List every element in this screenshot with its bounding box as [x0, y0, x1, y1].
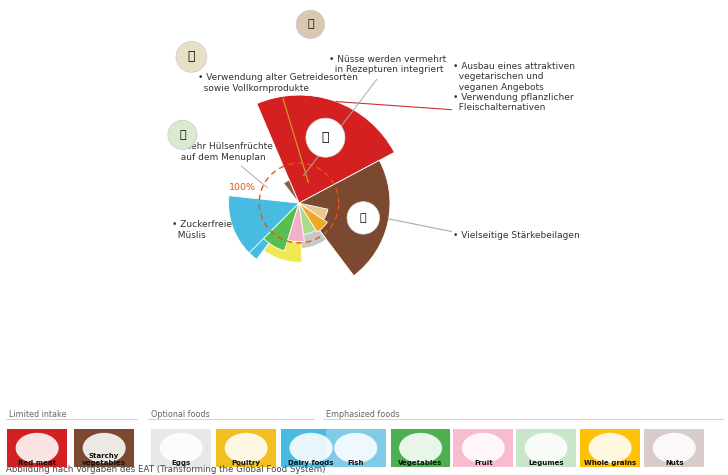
Wedge shape	[229, 203, 299, 259]
Wedge shape	[284, 180, 299, 203]
Ellipse shape	[334, 433, 377, 463]
Text: • Zuckerfreie
  Müslis: • Zuckerfreie Müslis	[173, 220, 232, 239]
Circle shape	[306, 118, 345, 157]
Text: Vegetables: Vegetables	[398, 459, 443, 466]
Text: Emphasized foods: Emphasized foods	[326, 410, 399, 419]
FancyBboxPatch shape	[580, 428, 640, 467]
FancyBboxPatch shape	[644, 428, 704, 467]
Ellipse shape	[159, 433, 203, 463]
Wedge shape	[299, 203, 326, 248]
Text: Legumes: Legumes	[529, 459, 563, 466]
Circle shape	[168, 120, 197, 150]
Ellipse shape	[15, 433, 59, 463]
Text: 🫘: 🫘	[179, 130, 186, 140]
Text: Poultry: Poultry	[232, 459, 261, 466]
Ellipse shape	[524, 433, 568, 463]
Wedge shape	[229, 196, 299, 253]
FancyBboxPatch shape	[216, 428, 276, 467]
Ellipse shape	[653, 433, 696, 463]
FancyBboxPatch shape	[74, 428, 134, 467]
FancyBboxPatch shape	[281, 428, 341, 467]
Wedge shape	[299, 203, 316, 235]
Text: Starchy
vegetables: Starchy vegetables	[82, 453, 126, 466]
Wedge shape	[264, 203, 299, 251]
Text: Whole grains: Whole grains	[584, 459, 636, 466]
Text: • Verwendung alter Getreidesorten
  sowie Vollkornprodukte: • Verwendung alter Getreidesorten sowie …	[198, 73, 358, 183]
Text: • Ausbau eines attraktiven
  vegetarischen und
  veganen Angebots
• Verwendung p: • Ausbau eines attraktiven vegetarischen…	[454, 62, 575, 112]
FancyBboxPatch shape	[151, 428, 211, 467]
Ellipse shape	[589, 433, 632, 463]
Wedge shape	[299, 203, 328, 232]
Ellipse shape	[290, 433, 333, 463]
Text: Eggs: Eggs	[172, 459, 191, 466]
Text: Optional foods: Optional foods	[151, 410, 210, 419]
Ellipse shape	[225, 433, 268, 463]
Ellipse shape	[83, 433, 126, 463]
Text: 🌾: 🌾	[188, 50, 195, 63]
Circle shape	[347, 202, 379, 234]
Text: Dairy foods: Dairy foods	[288, 459, 333, 466]
Text: • Vielseitige Stärkebeilagen: • Vielseitige Stärkebeilagen	[454, 231, 580, 240]
Wedge shape	[257, 95, 395, 203]
Wedge shape	[299, 161, 390, 276]
FancyBboxPatch shape	[7, 428, 67, 467]
FancyBboxPatch shape	[391, 428, 451, 467]
Wedge shape	[299, 203, 328, 219]
Text: 100%: 100%	[229, 183, 256, 192]
Ellipse shape	[399, 433, 442, 463]
Wedge shape	[264, 203, 302, 262]
FancyBboxPatch shape	[454, 428, 513, 467]
Text: Fruit: Fruit	[474, 459, 493, 466]
Text: 🐄: 🐄	[322, 131, 329, 144]
Text: Red meat: Red meat	[18, 459, 56, 466]
FancyBboxPatch shape	[326, 428, 386, 467]
Text: 🌽: 🌽	[360, 213, 367, 223]
Text: • Mehr Hülsenfrüchte
  auf dem Menuplan: • Mehr Hülsenfrüchte auf dem Menuplan	[175, 142, 273, 188]
FancyBboxPatch shape	[516, 428, 576, 467]
Ellipse shape	[462, 433, 505, 463]
Text: Nuts: Nuts	[665, 459, 684, 466]
Circle shape	[296, 10, 325, 38]
Text: Limited intake: Limited intake	[9, 410, 66, 419]
Text: Fish: Fish	[347, 459, 364, 466]
Text: • Nüsse werden vermehrt
  in Rezepturen integriert: • Nüsse werden vermehrt in Rezepturen in…	[304, 55, 447, 176]
Circle shape	[176, 41, 207, 72]
Text: Abbildung nach Vorgaben des EAT (Transforming the Global Food System): Abbildung nach Vorgaben des EAT (Transfo…	[6, 465, 325, 474]
Text: 🥜: 🥜	[307, 19, 314, 29]
Wedge shape	[288, 203, 304, 242]
